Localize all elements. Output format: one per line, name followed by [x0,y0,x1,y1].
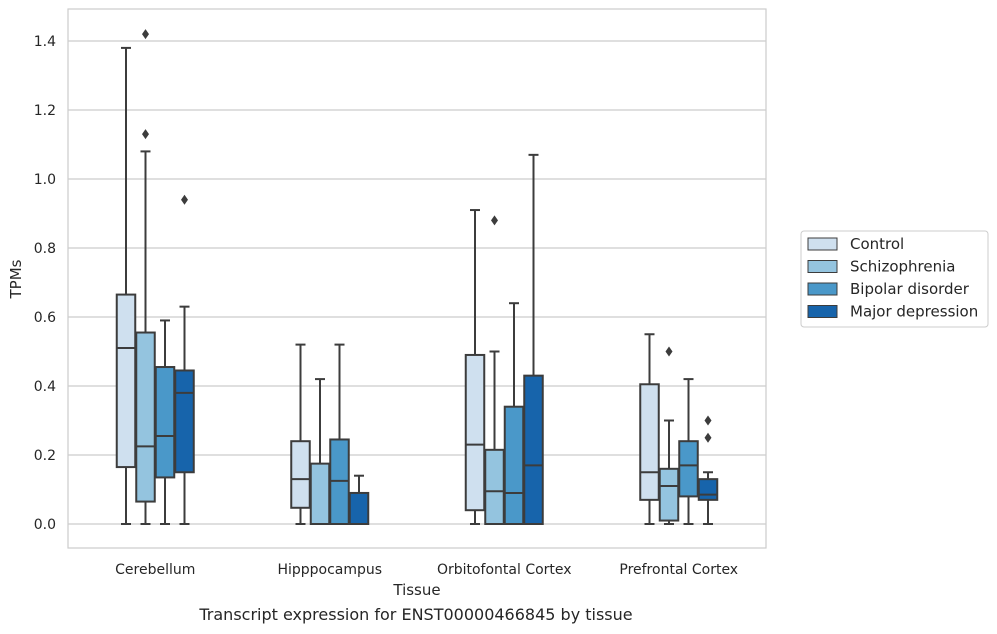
legend-frame [800,230,989,328]
box-schizophrenia [309,378,331,525]
y-axis-label: TPMs [7,259,25,299]
outlier-point [665,346,673,357]
box-iqr [154,366,176,479]
x-tick-label: Orbitofontal Cortex [437,562,572,578]
box-schizophrenia [484,215,505,526]
outlier-point [704,432,712,443]
box-major-depression [174,194,195,525]
x-tick-label: Cerebellum [115,562,195,578]
outlier-point [142,129,149,140]
legend-label: Control [850,235,904,253]
box-control [639,333,660,525]
box-iqr [658,467,680,522]
box-major-depression [697,415,719,525]
box-iqr [484,448,505,526]
box-iqr [697,478,719,501]
outlier-point [142,29,149,40]
box-iqr [309,462,331,525]
x-tick-label: Hipppocampus [277,562,382,578]
y-tick-label: 1.0 [34,172,56,188]
y-tick-label: 0.2 [34,448,56,464]
box-iqr [678,440,699,498]
legend-swatch [807,282,838,296]
box-iqr [503,405,525,526]
box-schizophrenia [658,346,680,525]
box-iqr [115,293,137,469]
box-series [115,29,719,526]
legend-label: Bipolar disorder [850,280,970,298]
box-iqr [290,440,311,509]
box-bipolar-disorder [678,378,699,525]
box-major-depression [348,474,370,526]
box-iqr [639,383,660,501]
y-tick-labels: 0.0 0.2 0.4 0.6 0.8 1.0 1.2 1.4 [34,34,56,533]
box-bipolar-disorder [503,302,525,526]
y-tick-label: 0.4 [34,379,56,395]
legend: Control Schizophrenia Bipolar disorder Majo… [800,230,989,328]
y-tick-label: 0.8 [34,241,56,257]
x-tick-labels: Cerebellum Hipppocampus Orbitofontal Corte… [115,562,738,578]
plot-area-frame [67,8,767,549]
y-tick-label: 0.6 [34,310,56,326]
box-major-depression [523,153,544,525]
box-control [290,343,311,525]
y-tick-label: 0.0 [34,517,56,533]
box-bipolar-disorder [154,319,176,525]
legend-swatch [807,237,838,251]
box-control [115,46,137,525]
box-bipolar-disorder [329,343,350,526]
x-axis-label: Tissue [392,581,440,599]
box-iqr [135,331,156,503]
box-iqr [523,374,544,525]
box-schizophrenia [135,29,156,525]
legend-swatch [807,260,838,273]
legend-label: Schizophrenia [850,258,955,276]
box-control [464,209,486,525]
box-iqr [348,491,370,526]
outlier-point [704,415,712,426]
legend-label: Major depression [850,303,978,321]
y-tick-label: 1.2 [34,103,56,119]
outlier-point [181,194,188,205]
legend-swatch [807,305,838,318]
x-tick-label: Prefrontal Cortex [619,562,738,578]
box-iqr [464,353,486,512]
y-tick-label: 1.4 [34,34,56,50]
box-iqr [174,369,195,474]
outlier-point [491,215,498,226]
figure-caption: Transcript expression for ENST0000046684… [199,605,633,624]
